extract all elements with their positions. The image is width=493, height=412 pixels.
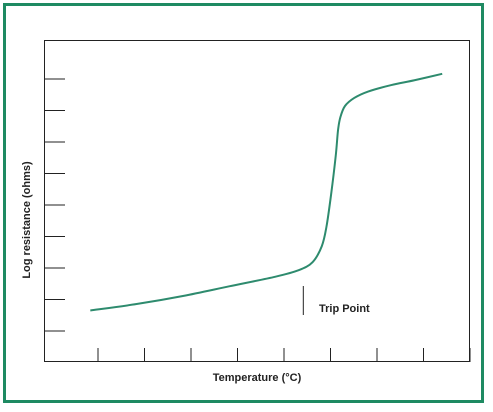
series-line (90, 72, 443, 312)
y-axis-label: Log resistance (ohms) (21, 161, 33, 279)
chart-frame (3, 3, 484, 403)
plot-area (44, 40, 470, 362)
x-axis-label: Temperature (°C) (212, 372, 302, 384)
trip-point-label: Trip Point (319, 303, 370, 315)
